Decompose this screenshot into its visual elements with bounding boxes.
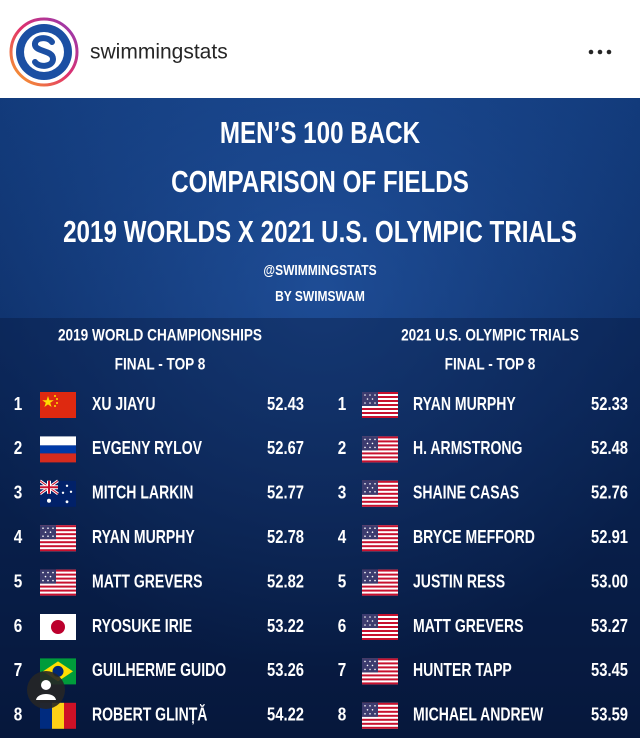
swim-time: 52.76 (591, 483, 628, 503)
title-line: COMPARISON OF FIELDS (171, 164, 469, 199)
country-flag (362, 436, 398, 463)
avatar[interactable] (9, 17, 79, 87)
username[interactable]: swimmingstats (90, 41, 228, 64)
swimmer-name: MATT GREVERS (92, 571, 203, 591)
country-flag (362, 569, 398, 596)
table-subheading: FINAL - TOP 8 (445, 354, 536, 373)
rank: 1 (14, 394, 23, 414)
swim-time: 52.43 (267, 394, 304, 414)
rank: 3 (14, 483, 23, 503)
swim-time: 53.59 (591, 705, 628, 725)
swimmer-name: MATT GREVERS (413, 616, 524, 636)
rank: 1 (338, 394, 347, 414)
country-flag (40, 392, 76, 418)
swim-time: 52.78 (267, 527, 304, 547)
country-flag (40, 525, 76, 552)
swimmer-name: RYOSUKE IRIE (92, 616, 192, 636)
rank: 7 (14, 660, 23, 680)
country-flag (362, 614, 398, 640)
swimmer-name: ROBERT GLINȚĂ (92, 704, 207, 725)
swimmer-name: HUNTER TAPP (413, 660, 512, 680)
rank: 8 (14, 705, 23, 725)
table-heading: 2021 U.S. OLYMPIC TRIALS (401, 325, 579, 344)
swim-time: 52.48 (591, 438, 628, 458)
country-flag (362, 702, 398, 729)
rank: 7 (338, 660, 347, 680)
country-flag (362, 480, 398, 507)
post-header (0, 0, 640, 98)
table-heading: 2019 WORLD CHAMPIONSHIPS (58, 325, 262, 344)
rank: 3 (338, 483, 347, 503)
country-flag (362, 525, 398, 552)
swim-time: 54.22 (267, 705, 304, 725)
swimmer-name: RYAN MURPHY (92, 527, 195, 547)
rank: 8 (338, 705, 347, 725)
swimmer-name: XU JIAYU (92, 394, 155, 414)
credit-line: @SWIMMINGSTATS (263, 262, 376, 279)
country-flag (40, 436, 76, 463)
country-flag (362, 658, 398, 685)
post-image (0, 98, 640, 738)
swimmer-name: JUSTIN RESS (413, 571, 505, 591)
country-flag (362, 392, 398, 418)
swim-time: 52.67 (267, 438, 304, 458)
rank: 5 (14, 571, 23, 591)
swim-time: 52.82 (267, 571, 304, 591)
swim-time: 52.77 (267, 483, 304, 503)
rank: 2 (14, 438, 23, 458)
swim-time: 53.45 (591, 660, 628, 680)
table-subheading: FINAL - TOP 8 (115, 354, 206, 373)
tagged-users-button[interactable] (27, 671, 65, 709)
rank: 6 (338, 616, 347, 636)
rank: 5 (338, 571, 347, 591)
swimmer-name: GUILHERME GUIDO (92, 660, 226, 680)
swimmer-name: BRYCE MEFFORD (413, 527, 535, 547)
graphic-content: MEN’S 100 BACK COMPARISON OF FIELDS 2019 W… (14, 115, 628, 729)
country-flag (40, 569, 76, 596)
swimmer-name: RYAN MURPHY (413, 394, 516, 414)
swim-time: 53.26 (267, 660, 304, 680)
rank: 2 (338, 438, 347, 458)
rank: 4 (14, 527, 23, 547)
swim-time: 53.00 (591, 571, 628, 591)
rank: 4 (338, 527, 347, 547)
swimmer-name: EVGENY RYLOV (92, 438, 202, 458)
swim-time: 52.91 (591, 527, 628, 547)
credit-line: BY SWIMSWAM (275, 288, 365, 305)
country-flag (40, 614, 76, 640)
country-flag (40, 481, 76, 507)
swim-time: 53.27 (591, 616, 628, 636)
title-line: 2019 WORLDS X 2021 U.S. OLYMPIC TRIALS (63, 214, 577, 249)
swimmer-name: MICHAEL ANDREW (413, 705, 543, 725)
swimmer-name: MITCH LARKIN (92, 483, 193, 503)
swimmer-name: H. ARMSTRONG (413, 438, 522, 458)
swim-time: 53.22 (267, 616, 304, 636)
swimmer-name: SHAINE CASAS (413, 483, 519, 503)
swim-time: 52.33 (591, 394, 628, 414)
title-line: MEN’S 100 BACK (220, 115, 421, 150)
rank: 6 (14, 616, 23, 636)
more-options[interactable] (588, 49, 612, 55)
